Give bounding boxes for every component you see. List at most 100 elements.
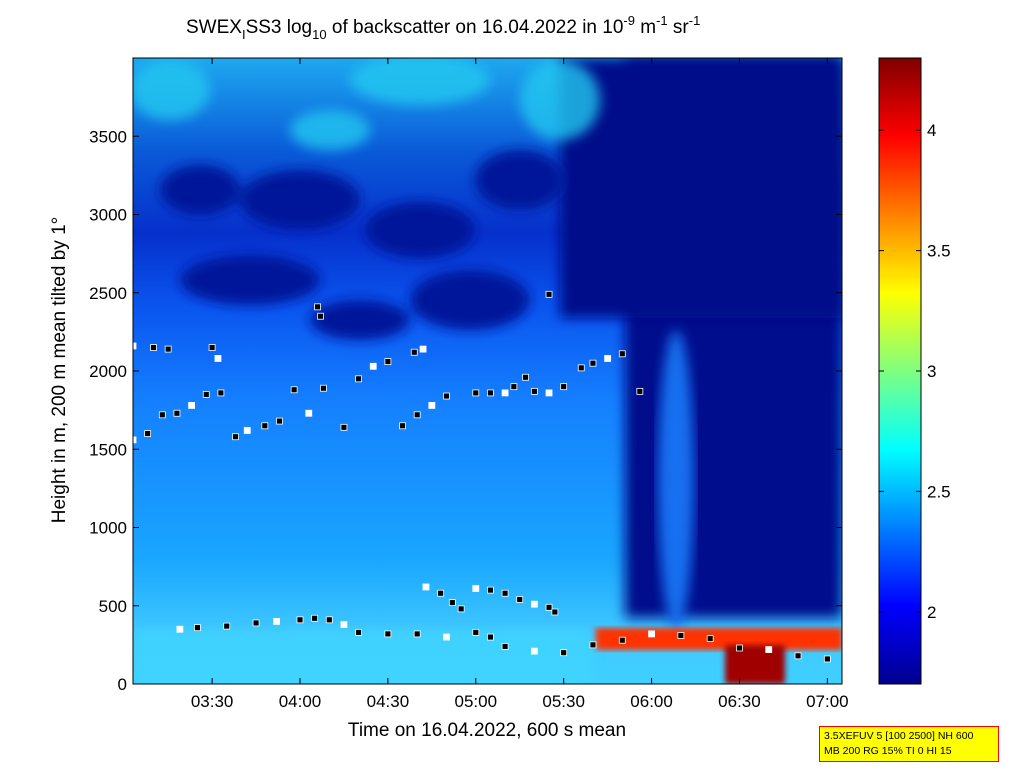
layer-marker-cloud-base-1 (305, 409, 313, 417)
x-tick-label: 03:30 (191, 692, 234, 711)
y-tick-label: 3500 (89, 127, 127, 146)
layer-marker-cloud-base-1 (443, 392, 450, 400)
layer-marker-cloud-base-1 (604, 355, 612, 362)
layer-marker-cloud-top-1 (410, 348, 418, 356)
layer-marker-cloud-base-1 (340, 423, 348, 431)
layer-marker-boundary-layer (223, 622, 231, 630)
layer-marker-boundary-layer (530, 647, 538, 655)
layer-marker-cloud-base-1 (618, 350, 626, 358)
upper-patches (160, 150, 565, 340)
layer-marker-cloud-base-1 (133, 436, 137, 444)
title-sup2: -1 (656, 13, 668, 28)
info-line-2: MB 200 RG 15% TI 0 HI 15 (824, 745, 952, 757)
surface-layer (595, 628, 842, 650)
layer-marker-residual-layer (530, 600, 538, 608)
layer-marker-cloud-top-1 (164, 345, 172, 353)
layer-marker-cloud-base-1 (510, 383, 518, 391)
layer-marker-boundary-layer (472, 628, 480, 636)
layer-marker-residual-layer (448, 599, 456, 607)
title-suffix: of backscatter on 16.04.2022 in 10 (327, 17, 624, 38)
layer-marker-cloud-base-1 (589, 359, 597, 367)
layer-marker-boundary-layer (560, 649, 568, 657)
title-sub1: I (242, 27, 246, 42)
x-tick-label: 04:30 (367, 692, 410, 711)
layer-marker-boundary-layer (677, 632, 685, 639)
layer-marker-cloud-base-1 (636, 387, 644, 395)
layer-marker-cloud-base-1 (158, 411, 166, 419)
layer-marker-residual-layer (501, 589, 509, 597)
title-sup3: -1 (689, 13, 701, 28)
y-tick-label: 2500 (89, 284, 127, 303)
layer-marker-cloud-base-1 (261, 422, 269, 430)
layer-marker-boundary-layer (176, 625, 184, 633)
layer-marker-cloud-base-1 (232, 433, 239, 441)
layer-marker-boundary-layer (340, 621, 348, 628)
layer-marker-cloud-base-1 (217, 389, 225, 397)
layer-marker-boundary-layer (252, 619, 260, 627)
y-axis-label: Height in m, 200 m mean tilted by 1° (49, 217, 70, 523)
layer-marker-residual-layer (545, 603, 553, 611)
layer-marker-cloud-top-1 (419, 345, 427, 353)
layer-marker-residual-layer (487, 586, 494, 594)
layer-marker-cloud-base-1 (144, 430, 152, 438)
layer-marker-cloud-base-1 (413, 411, 421, 419)
info-line-1: 3.5XEFUV 5 [100 2500] NH 600 (824, 730, 974, 742)
y-tick-label: 1000 (89, 519, 127, 538)
virga-plume (658, 330, 694, 630)
layer-marker-cloud-base-1 (384, 358, 392, 366)
x-axis-label: Time on 16.04.2022, 600 s mean (348, 720, 626, 741)
x-tick-label: 04:00 (279, 692, 322, 711)
layer-marker-cloud-base-1 (501, 389, 509, 397)
layer-marker-cloud-top-1 (133, 342, 137, 350)
layer-marker-residual-layer (516, 596, 524, 603)
x-axis: 03:30 04:00 04:30 05:00 05:30 06:00 06:30 07:00 (191, 58, 849, 711)
x-tick-label: 06:30 (718, 692, 761, 711)
layer-marker-boundary-layer (413, 630, 421, 638)
layer-marker-cloud-base-1 (399, 422, 406, 430)
y-axis: 0 500 1000 1500 2000 2500 3000 3500 (89, 127, 842, 694)
colorbar-tick-label: 2 (927, 603, 936, 622)
layer-marker-boundary-layer (589, 641, 597, 649)
layer-marker-boundary-layer (443, 633, 450, 641)
chart-title: SWEXISS3 log10 of backscatter on 16.04.2… (186, 13, 700, 42)
layer-marker-residual-layer (422, 583, 430, 591)
x-tick-label: 07:00 (806, 692, 849, 711)
layer-marker-cloud-base-1 (560, 383, 568, 391)
layer-marker-boundary-layer (794, 652, 802, 660)
layer-marker-residual-layer (457, 605, 465, 613)
layer-marker-cloud-base-1 (472, 389, 480, 397)
layer-marker-cloud-base-1 (530, 387, 538, 395)
settings-info-box: 3.5XEFUV 5 [100 2500] NH 600 MB 200 RG 1… (819, 726, 999, 762)
title-unit2: sr (668, 17, 690, 38)
x-tick-label: 05:30 (542, 692, 585, 711)
layer-marker-boundary-layer (648, 630, 655, 638)
layer-marker-cloud-top-1 (314, 303, 321, 311)
layer-marker-boundary-layer (325, 616, 333, 624)
layer-marker-boundary-layer (736, 644, 743, 652)
layer-marker-cloud-base-1 (243, 427, 251, 434)
x-tick-label: 06:00 (630, 692, 673, 711)
layer-marker-cloud-base-1 (369, 362, 377, 370)
y-tick-label: 500 (99, 597, 127, 616)
layer-marker-cloud-base-1 (320, 384, 327, 392)
y-tick-label: 2000 (89, 362, 127, 381)
layer-markers (133, 290, 831, 663)
layer-marker-boundary-layer (765, 646, 773, 653)
colorbar-tick-label: 2.5 (927, 482, 951, 501)
layer-marker-cloud-top-1 (214, 355, 222, 362)
layer-marker-boundary-layer (618, 636, 626, 644)
colorbar-tick-label: 3.5 (927, 242, 951, 261)
heatmap-area (133, 58, 842, 684)
clear-sky-region-upper (560, 58, 842, 318)
layer-marker-residual-layer (551, 608, 559, 616)
layer-marker-cloud-base-1 (428, 402, 436, 409)
layer-marker-boundary-layer (823, 655, 831, 663)
surface-layer-core (725, 645, 785, 684)
layer-marker-boundary-layer (311, 614, 319, 622)
layer-marker-boundary-layer (487, 633, 494, 641)
layer-marker-boundary-layer (706, 635, 714, 643)
x-tick-label: 05:00 (455, 692, 498, 711)
layer-marker-cloud-top-1 (545, 290, 553, 298)
colorbar-axis: 2 2.5 3 3.5 4 (879, 121, 951, 622)
